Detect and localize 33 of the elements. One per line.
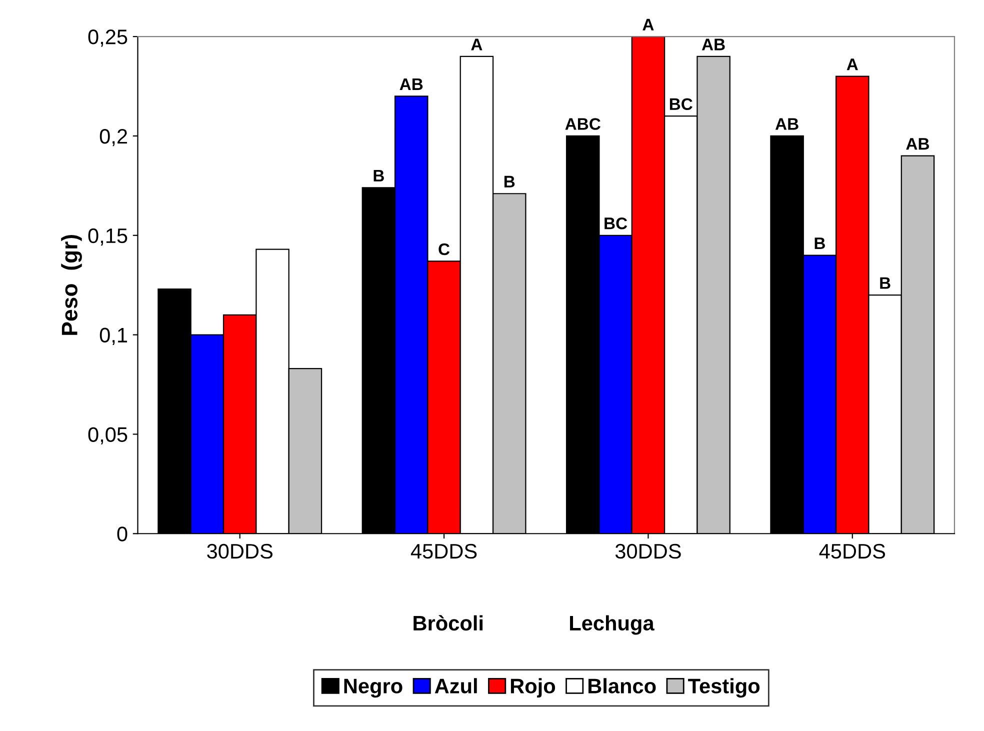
data-label: AB bbox=[906, 138, 930, 150]
text: Lechuga bbox=[570, 615, 654, 635]
legend-label: Blanco bbox=[588, 678, 656, 694]
data-label: AB bbox=[702, 38, 725, 50]
data-label: A bbox=[846, 58, 858, 70]
x-tick-label: 30DDS bbox=[207, 544, 272, 559]
data-label: B bbox=[880, 277, 890, 289]
data-label: A bbox=[642, 18, 654, 30]
data-label: BC bbox=[670, 98, 692, 110]
x-tick-label: 45DDS bbox=[819, 544, 886, 559]
y-tick-label: 0 bbox=[117, 526, 128, 542]
y-tick-label: 0,2 bbox=[100, 128, 127, 146]
data-label: B bbox=[814, 238, 825, 250]
legend-label: Negro bbox=[344, 678, 402, 698]
y-tick-label: 0,25 bbox=[88, 30, 128, 47]
data-label: C bbox=[438, 243, 450, 256]
data-label: BC bbox=[604, 218, 628, 230]
data-label: AB bbox=[400, 78, 423, 90]
legend-label: Testigo bbox=[688, 678, 760, 698]
data-label: ABC bbox=[565, 118, 600, 130]
legend-label: Rojo bbox=[510, 678, 556, 698]
y-tick-label: 0,15 bbox=[88, 228, 128, 246]
data-label: B bbox=[374, 170, 384, 182]
x-tick-label: 45DDS bbox=[410, 544, 477, 559]
y-tick-label: 0,1 bbox=[100, 328, 128, 346]
text: Bròcoli bbox=[414, 615, 483, 631]
y-axis-title: Peso (gr) bbox=[61, 234, 82, 335]
data-label: AB bbox=[775, 118, 798, 130]
y-tick-label: 0,05 bbox=[88, 427, 128, 444]
data-label: B bbox=[504, 176, 515, 188]
legend-label: Azul bbox=[434, 678, 477, 694]
data-label: A bbox=[471, 38, 482, 50]
x-tick-label: 30DDS bbox=[615, 544, 681, 559]
